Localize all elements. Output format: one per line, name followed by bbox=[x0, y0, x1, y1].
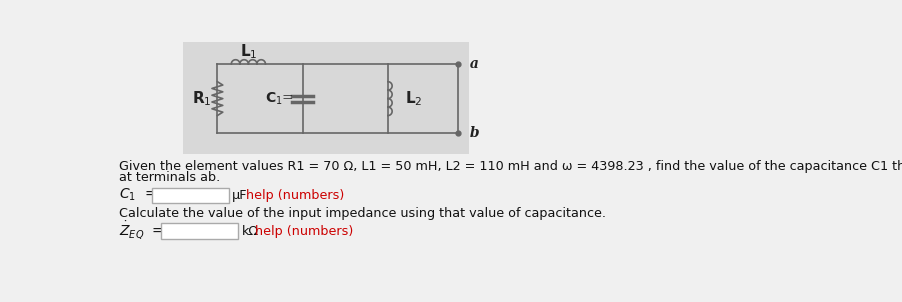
Text: $\mathbf{R}_{1}$: $\mathbf{R}_{1}$ bbox=[192, 89, 212, 108]
Text: $\.{Z}_{EQ}$  =: $\.{Z}_{EQ}$ = bbox=[119, 220, 164, 241]
Text: at terminals ab.: at terminals ab. bbox=[119, 171, 220, 184]
Text: $\mathbf{L}_{2}$: $\mathbf{L}_{2}$ bbox=[405, 89, 422, 108]
Text: $\mathbf{L}_{1}$: $\mathbf{L}_{1}$ bbox=[240, 42, 257, 61]
FancyBboxPatch shape bbox=[182, 42, 469, 154]
Text: help (numbers): help (numbers) bbox=[255, 225, 354, 238]
Text: kΩ: kΩ bbox=[242, 225, 259, 238]
Text: help (numbers): help (numbers) bbox=[246, 189, 345, 202]
Bar bbox=[152, 188, 229, 203]
Text: Calculate the value of the input impedance using that value of capacitance.: Calculate the value of the input impedan… bbox=[119, 207, 606, 220]
Text: b: b bbox=[465, 126, 480, 140]
Text: a: a bbox=[465, 57, 479, 71]
Bar bbox=[161, 223, 238, 239]
Text: Given the element values R1 = 70 Ω, L1 = 50 mH, L2 = 110 mH and ω = 4398.23 , fi: Given the element values R1 = 70 Ω, L1 =… bbox=[119, 160, 902, 173]
Text: $\mathbf{C}_{1}$=: $\mathbf{C}_{1}$= bbox=[265, 90, 294, 107]
Text: μF: μF bbox=[232, 189, 248, 202]
Text: $C_{1}$  =: $C_{1}$ = bbox=[119, 187, 156, 203]
